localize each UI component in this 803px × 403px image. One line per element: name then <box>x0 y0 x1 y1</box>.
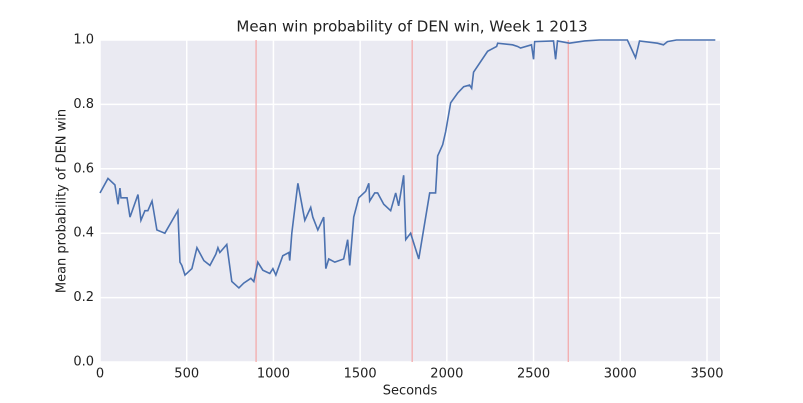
y-tick-label: 0.6 <box>73 161 94 176</box>
y-tick-label: 0.4 <box>73 226 94 241</box>
data-line <box>99 39 716 290</box>
x-tick-label: 3000 <box>604 367 637 382</box>
x-tick-label: 2000 <box>430 367 463 382</box>
x-tick-label: 1000 <box>257 367 290 382</box>
y-tick-label: 1.0 <box>73 33 94 48</box>
x-axis-label: Seconds <box>383 384 438 399</box>
x-tick-label: 1500 <box>344 367 377 382</box>
y-tick-label: 0.8 <box>73 97 94 112</box>
y-tick-label: 0.2 <box>73 290 94 305</box>
chart-title: Mean win probability of DEN win, Week 1 … <box>236 18 587 36</box>
x-tick-label: 0 <box>96 367 104 382</box>
x-tick-label: 500 <box>174 367 199 382</box>
y-tick-label: 0.0 <box>73 355 94 370</box>
x-tick-label: 3500 <box>690 367 723 382</box>
x-tick-label: 2500 <box>517 367 550 382</box>
y-axis-label: Mean probability of DEN win <box>55 109 70 293</box>
plot-area <box>100 40 720 362</box>
